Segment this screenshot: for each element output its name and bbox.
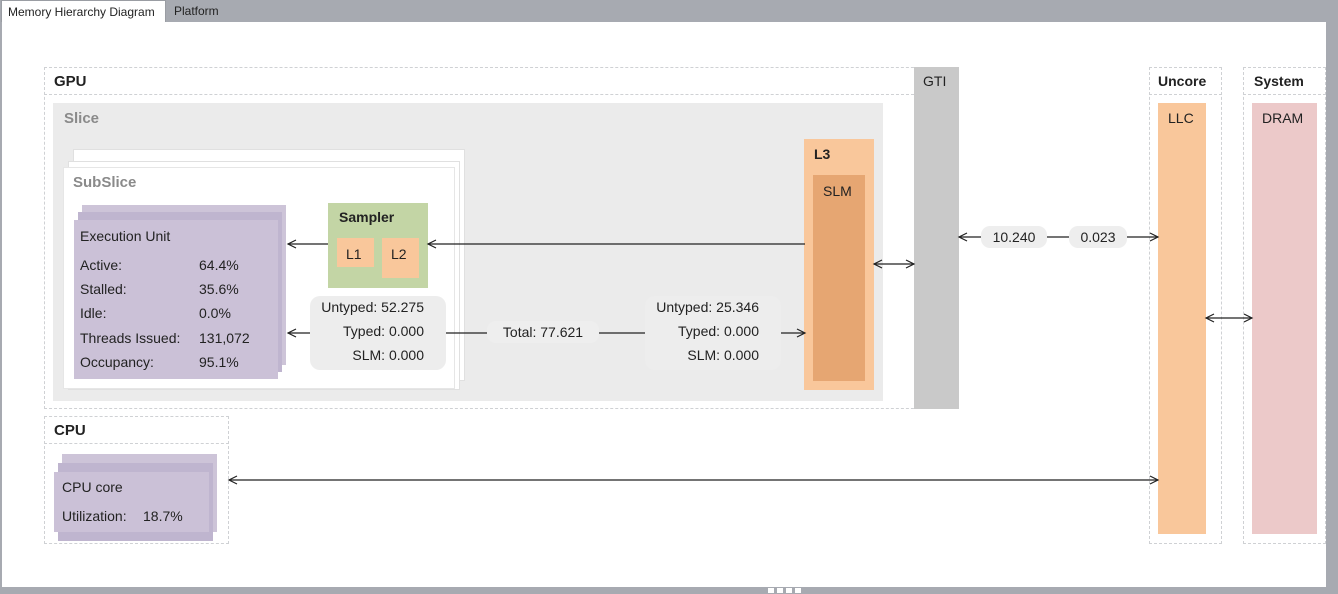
llc-title: LLC [1168, 110, 1194, 126]
dram-bar[interactable] [1252, 103, 1317, 534]
grip-dot [777, 588, 783, 593]
right-traffic-line-untyped: Untyped: 25.346 [656, 299, 759, 315]
gpu-title: GPU [54, 73, 87, 90]
arrowhead-sampler [426, 239, 437, 249]
slm-title: SLM [823, 183, 852, 199]
left-typed-value: 0.000 [388, 323, 424, 339]
cpu-utilization-value: 18.7% [143, 508, 183, 524]
right-typed-label: Typed: [678, 323, 721, 339]
l3-title: L3 [814, 146, 831, 162]
arrowhead-eu-top [286, 239, 297, 249]
left-untyped-label: Untyped: [321, 299, 378, 315]
gti-bar[interactable] [914, 67, 959, 409]
right-traffic-line-typed: Typed: 0.000 [678, 323, 759, 339]
system-header-divider [1243, 94, 1326, 95]
left-traffic-line-untyped: Untyped: 52.275 [321, 299, 424, 315]
left-typed-label: Typed: [343, 323, 386, 339]
total-traffic-chip: Total: 77.621 [487, 321, 599, 343]
arrowhead-gti [957, 232, 968, 242]
sampler-title: Sampler [339, 209, 395, 225]
cpu-title: CPU [54, 422, 86, 439]
cpu-core-title: CPU core [62, 479, 123, 495]
slice-title: Slice [64, 110, 100, 127]
sampler-l2-box[interactable] [382, 238, 419, 278]
arrowhead-cpu-llc [1149, 475, 1160, 485]
eu-l3-traffic-left: Untyped: 52.275 Typed: 0.000 SLM: 0.000 [310, 296, 446, 370]
gti-write-bandwidth-chip: 0.023 [1069, 226, 1127, 248]
left-untyped-value: 52.275 [381, 299, 424, 315]
tab-platform[interactable]: Platform [174, 4, 219, 18]
eu-metric-label-occupancy: Occupancy: [80, 354, 154, 370]
uncore-title: Uncore [1158, 73, 1207, 89]
left-traffic-line-slm: SLM: 0.000 [352, 347, 424, 363]
system-container [1243, 67, 1326, 544]
connector-arrows [227, 232, 1254, 485]
right-untyped-value: 25.346 [716, 299, 759, 315]
eu-metric-value-threads-issued: 131,072 [199, 330, 250, 346]
right-untyped-label: Untyped: [656, 299, 713, 315]
cpu-core-box[interactable] [54, 472, 209, 532]
arrowhead-llc [1149, 232, 1160, 242]
sampler-l2-label: L2 [391, 246, 407, 262]
subslice-title: SubSlice [73, 174, 137, 191]
slm-box[interactable] [813, 175, 865, 381]
eu-metric-value-occupancy: 95.1% [199, 354, 239, 370]
right-typed-value: 0.000 [723, 323, 759, 339]
sampler-l1-box[interactable] [337, 238, 374, 267]
cpu-header-divider [44, 443, 229, 444]
grip-dot [795, 588, 801, 593]
left-slm-label: SLM: [352, 347, 386, 363]
left-traffic-line-typed: Typed: 0.000 [343, 323, 424, 339]
cpu-utilization-label: Utilization: [62, 508, 127, 524]
arrowhead-llc-dram-left [1204, 313, 1215, 323]
system-title: System [1254, 73, 1304, 89]
grip-dot [768, 588, 774, 593]
eu-metric-label-stalled: Stalled: [80, 281, 127, 297]
dram-title: DRAM [1262, 110, 1304, 126]
arrowhead-l3 [796, 328, 807, 338]
execution-unit-title: Execution Unit [80, 228, 171, 244]
arrowhead-eu-bottom [286, 328, 297, 338]
gpu-header-divider [44, 94, 914, 95]
arrowhead-llc-dram-right [1243, 313, 1254, 323]
eu-metric-label-idle: Idle: [80, 305, 107, 321]
right-slm-value: 0.000 [723, 347, 759, 363]
uncore-container [1149, 67, 1222, 544]
tab-memory-hierarchy-diagram[interactable]: Memory Hierarchy Diagram [1, 0, 166, 22]
gti-read-bandwidth-chip: 10.240 [981, 226, 1047, 248]
arrowhead-cpu [227, 475, 238, 485]
eu-metric-value-active: 64.4% [199, 257, 239, 273]
left-slm-value: 0.000 [388, 347, 424, 363]
right-traffic-line-slm: SLM: 0.000 [687, 347, 759, 363]
arrowhead-l3-gti-left [872, 259, 883, 269]
sampler-l1-label: L1 [346, 246, 362, 262]
resize-grip[interactable] [768, 588, 802, 593]
eu-metric-label-threads-issued: Threads Issued: [80, 330, 181, 346]
eu-metric-value-idle: 0.0% [199, 305, 231, 321]
execution-unit-box[interactable] [74, 220, 278, 379]
eu-metric-label-active: Active: [80, 257, 123, 273]
eu-metric-value-stalled: 35.6% [199, 281, 239, 297]
eu-l3-traffic-right: Untyped: 25.346 Typed: 0.000 SLM: 0.000 [645, 296, 781, 370]
diagram-canvas: GPU Slice SubSlice Execution Unit Active… [2, 22, 1326, 587]
tab-bar: Memory Hierarchy Diagram Platform [0, 0, 1338, 22]
right-slm-label: SLM: [687, 347, 721, 363]
llc-bar[interactable] [1158, 103, 1206, 534]
arrowhead-l3-gti-right [905, 259, 916, 269]
uncore-header-divider [1149, 94, 1222, 95]
grip-dot [786, 588, 792, 593]
gti-title: GTI [923, 73, 947, 89]
